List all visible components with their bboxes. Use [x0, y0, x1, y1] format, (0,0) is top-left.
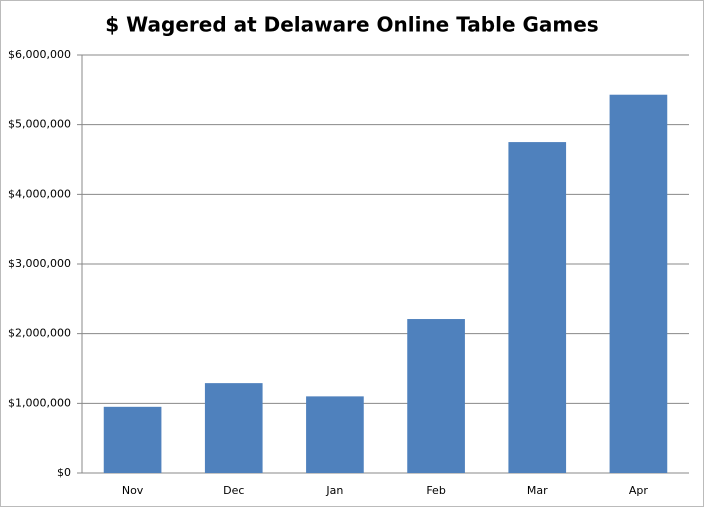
y-tick-label: $3,000,000	[8, 257, 71, 270]
bar	[609, 94, 668, 474]
bar	[508, 142, 567, 474]
bar	[306, 396, 364, 473]
x-tick-label: Nov	[122, 484, 144, 497]
bar	[407, 319, 465, 473]
x-tick-label: Mar	[527, 484, 548, 497]
x-tick-label: Dec	[223, 484, 244, 497]
x-tick-label: Apr	[629, 484, 649, 497]
y-tick-label: $5,000,000	[8, 118, 71, 131]
bar	[103, 406, 162, 473]
x-tick-label: Feb	[426, 484, 445, 497]
y-tick-label: $6,000,000	[8, 48, 71, 61]
y-tick-label: $1,000,000	[8, 396, 71, 409]
chart-title: $ Wagered at Delaware Online Table Games	[105, 13, 598, 37]
y-tick-label: $2,000,000	[8, 327, 71, 340]
y-tick-label: $0	[57, 466, 71, 479]
x-tick-label: Jan	[325, 484, 343, 497]
y-tick-label: $4,000,000	[8, 187, 71, 200]
bar	[204, 383, 263, 473]
